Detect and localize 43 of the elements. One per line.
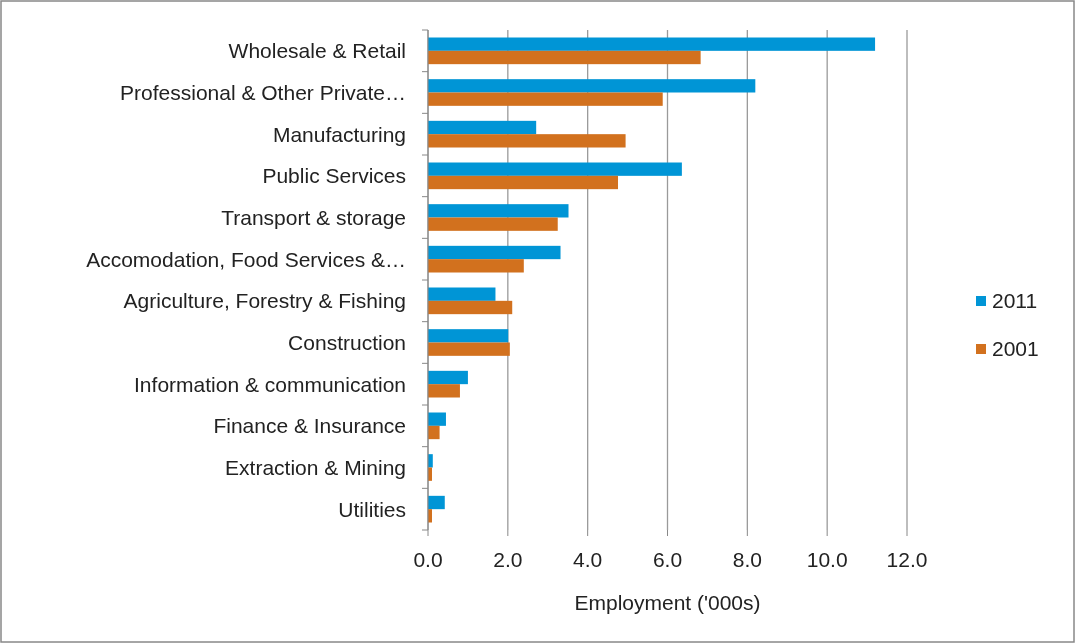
bar bbox=[428, 162, 682, 176]
y-tick-label: Information & communication bbox=[134, 372, 406, 396]
y-tick-label: Extraction & Mining bbox=[225, 455, 406, 479]
y-tick-label: Accomodation, Food Services &… bbox=[86, 247, 406, 271]
bar bbox=[428, 50, 701, 65]
x-tick-label: 4.0 bbox=[573, 548, 603, 572]
bar bbox=[428, 217, 558, 231]
bar bbox=[428, 134, 626, 148]
x-tick-label: 6.0 bbox=[652, 548, 683, 572]
bar bbox=[428, 495, 445, 510]
bar bbox=[428, 37, 876, 51]
bar bbox=[428, 120, 537, 135]
bar bbox=[428, 384, 460, 398]
bar bbox=[428, 370, 468, 385]
x-tick-label: 10.0 bbox=[806, 548, 848, 572]
bar bbox=[428, 287, 496, 301]
y-tick-label: Construction bbox=[288, 330, 406, 354]
y-tick-label: Agriculture, Forestry & Fishing bbox=[123, 289, 406, 313]
y-tick-label: Finance & Insurance bbox=[213, 414, 406, 438]
x-axis-title: Employment ('000s) bbox=[574, 591, 761, 615]
y-tick-label: Manufacturing bbox=[272, 122, 406, 146]
y-tick-label: Professional & Other Private… bbox=[120, 80, 406, 104]
x-tick-label: 2.0 bbox=[493, 548, 523, 572]
y-tick-label: Utilities bbox=[338, 497, 406, 521]
bar bbox=[428, 425, 440, 440]
bar bbox=[428, 259, 524, 273]
bar bbox=[428, 92, 663, 106]
bar bbox=[428, 412, 446, 426]
bar bbox=[428, 204, 569, 218]
bar bbox=[428, 329, 509, 343]
bar bbox=[428, 300, 513, 315]
bar bbox=[428, 79, 756, 93]
x-tick-label: 0.0 bbox=[413, 548, 443, 572]
legend-label: 2011 bbox=[992, 289, 1038, 313]
y-tick-label: Transport & storage bbox=[221, 205, 406, 229]
x-tick-label: 12.0 bbox=[886, 548, 928, 572]
bar bbox=[428, 342, 510, 356]
bar bbox=[428, 175, 618, 190]
y-tick-label: Public Services bbox=[262, 164, 406, 188]
x-tick-label: 8.0 bbox=[732, 548, 762, 572]
legend-label: 2001 bbox=[992, 337, 1039, 361]
bar bbox=[428, 245, 561, 260]
y-tick-label: Wholesale & Retail bbox=[228, 39, 406, 63]
